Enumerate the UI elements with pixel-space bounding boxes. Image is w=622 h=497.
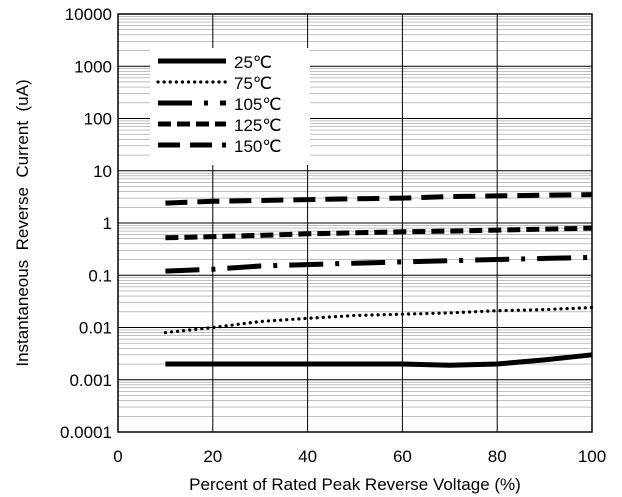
series-line-1: [165, 352, 593, 368]
series-line-2: [163, 306, 594, 335]
legend-label: 105℃: [234, 95, 281, 114]
series-lines: [163, 192, 594, 368]
y-tick-label: 0.0001: [60, 423, 112, 442]
y-tick-label: 1: [103, 214, 112, 233]
y-tick-label: 0.1: [88, 266, 112, 285]
series-line-5: [165, 192, 593, 206]
series-line-4: [165, 225, 593, 241]
minor-gridlines: [118, 16, 592, 417]
y-tick-label: 0.001: [69, 371, 112, 390]
y-tick-label: 10000: [65, 5, 112, 24]
x-axis-title: Percent of Rated Peak Reverse Voltage (%…: [189, 475, 521, 494]
legend-label: 150℃: [234, 137, 281, 156]
x-tick-label: 80: [488, 447, 507, 466]
legend: 25℃ 75℃ 105℃ 125℃ 150℃: [150, 48, 310, 165]
y-tick-label: 100: [84, 110, 112, 129]
x-tick-label: 100: [578, 447, 606, 466]
x-tick-labels: 0 20 40 60 80 100: [113, 447, 606, 466]
series-line-3: [165, 254, 593, 274]
y-tick-labels: 0.0001 0.001 0.01 0.1 1 10 100 1000 10000: [60, 5, 112, 442]
x-tick-label: 0: [113, 447, 122, 466]
x-tick-label: 40: [298, 447, 317, 466]
x-tick-label: 20: [203, 447, 222, 466]
legend-label: 75℃: [234, 74, 272, 93]
legend-label: 25℃: [234, 53, 272, 72]
y-tick-label: 0.01: [79, 319, 112, 338]
y-axis-title: Instantaneous Reverse Current (uA): [13, 79, 32, 366]
legend-label: 125℃: [234, 116, 281, 135]
plot-frame: [117, 13, 593, 433]
x-tick-label: 60: [393, 447, 412, 466]
y-tick-label: 10: [93, 162, 112, 181]
y-tick-label: 1000: [74, 57, 112, 76]
